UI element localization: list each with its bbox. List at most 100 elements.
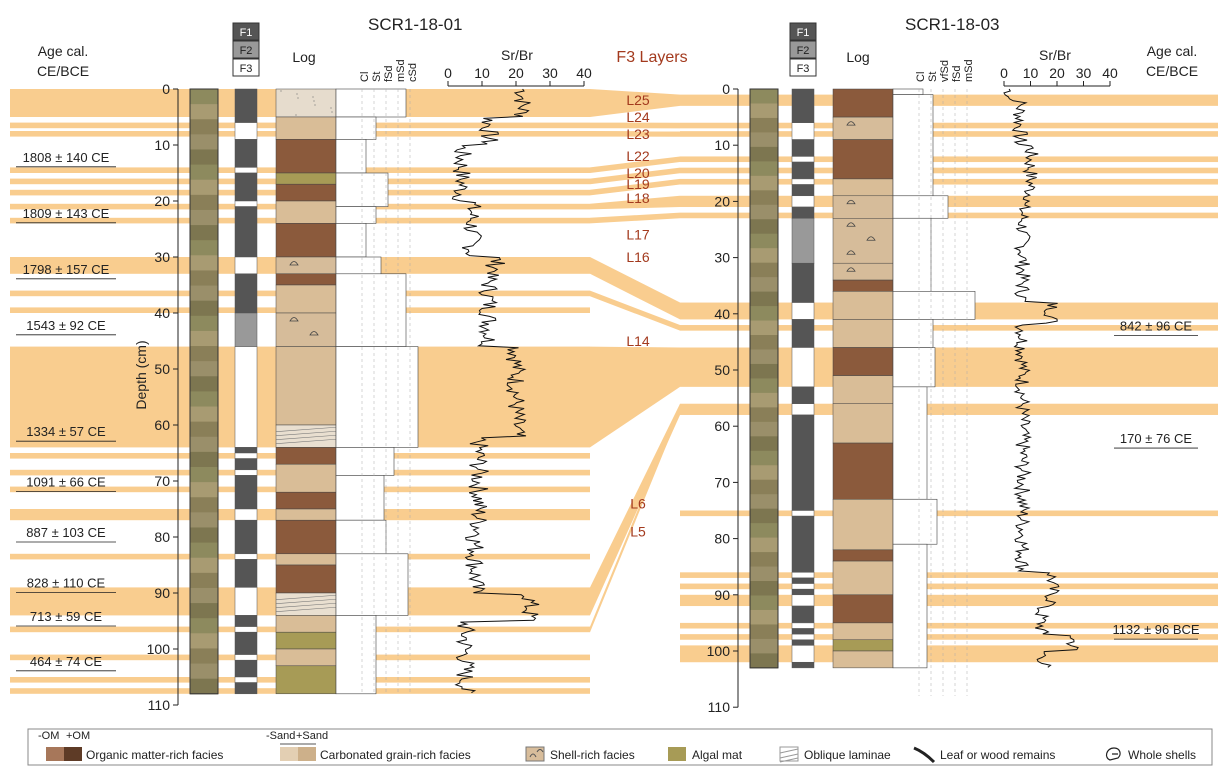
facies-interval [792, 179, 814, 185]
layer-label: L5 [630, 523, 646, 539]
layer-label: L6 [630, 495, 646, 511]
core-photo-slice [190, 134, 218, 150]
core1-depth-label: Depth (cm) [133, 340, 149, 409]
core2-f3-header: F3 [797, 63, 810, 75]
log-interval [276, 285, 336, 313]
facies-interval [235, 123, 257, 140]
layer-label: L25 [626, 92, 650, 108]
core1-age-header-line2: CE/BCE [37, 63, 89, 79]
facies-interval [235, 554, 257, 560]
legend-shell: Shell-rich facies [550, 748, 635, 762]
core1-grain-labels: Cl St fSd mSd cSd [359, 59, 419, 82]
legend-shell-swatch [526, 747, 544, 761]
correlation-connector [590, 213, 680, 224]
core2-srbr-axis: 0 10 20 30 40 [1000, 65, 1118, 86]
core-photo-slice [190, 618, 218, 634]
core2-grain-fsd: fSd [951, 65, 963, 82]
facies-interval [792, 645, 814, 662]
grain-size-step [336, 520, 386, 554]
log-interval [276, 313, 336, 347]
core1-grain-fsd: fSd [383, 65, 395, 82]
facies-interval [792, 123, 814, 140]
depth-tick-label: 90 [154, 585, 170, 601]
sand-dot [330, 107, 331, 108]
age-date-label: 464 ± 74 CE [30, 654, 103, 669]
core-photo-slice [190, 301, 218, 317]
facies-interval [792, 218, 814, 263]
core1-grain-cl: Cl [359, 72, 371, 82]
core-photo-slice [190, 527, 218, 543]
core-photo-slice [750, 509, 778, 524]
srbr-tick-label: 0 [1000, 65, 1008, 81]
core-photo-slice [190, 316, 218, 332]
core-photo-slice [750, 205, 778, 220]
layer-label: L18 [626, 190, 650, 206]
core-photo-slice [750, 147, 778, 162]
legend-leaf: Leaf or wood remains [940, 748, 1055, 762]
facies-interval [235, 655, 257, 661]
depth-tick-label: 80 [154, 529, 170, 545]
age-date-label: 1798 ± 157 CE [23, 262, 110, 277]
facies-interval [792, 662, 814, 668]
srbr-tick-label: 10 [1023, 65, 1039, 81]
layer-label: L14 [626, 333, 650, 349]
facies-interval [792, 156, 814, 162]
core-photo-slice [190, 422, 218, 438]
core-photo-slice [750, 610, 778, 625]
core-photo-slice [190, 89, 218, 105]
grain-size-step [336, 615, 376, 693]
core2-age-header-line2: CE/BCE [1146, 63, 1198, 79]
core-photo-slice [750, 335, 778, 350]
depth-tick-label: 50 [714, 362, 730, 378]
facies-interval [792, 140, 814, 157]
log-interval [276, 565, 336, 593]
log-interval [276, 615, 336, 632]
depth-tick-label: 10 [714, 137, 730, 153]
log-interval [276, 139, 336, 173]
core-photo-slice [750, 176, 778, 191]
facies-interval [235, 470, 257, 476]
core-photo-slice [750, 436, 778, 451]
depth-tick-label: 50 [154, 361, 170, 377]
facies-interval [235, 313, 257, 347]
facies-interval [235, 89, 257, 123]
depth-tick-label: 40 [714, 306, 730, 322]
facies-interval [792, 348, 814, 387]
log-interval [833, 263, 893, 280]
facies-interval [235, 201, 257, 207]
core-photo-slice [190, 407, 218, 423]
core-photo-slice [750, 596, 778, 611]
facies-interval [792, 578, 814, 584]
layer-label: L22 [626, 148, 650, 164]
core2-f1-header: F1 [797, 27, 810, 39]
age-date-label: 1091 ± 66 CE [26, 475, 106, 490]
depth-tick-label: 70 [714, 474, 730, 490]
grain-size-step [336, 274, 406, 347]
age-date-label: 1334 ± 57 CE [26, 424, 106, 439]
depth-tick-label: 30 [154, 249, 170, 265]
core-photo-slice [750, 118, 778, 133]
layer-label: L16 [626, 249, 650, 265]
core-photo-slice [750, 219, 778, 234]
grain-size-step [893, 348, 935, 387]
facies-interval [235, 627, 257, 633]
legend-algal: Algal mat [692, 748, 743, 762]
core-photo-slice [190, 149, 218, 165]
log-interval [833, 623, 893, 640]
layer-label: L24 [626, 109, 650, 125]
grain-size-step [336, 117, 376, 139]
core1-grain-csd: cSd [407, 63, 419, 82]
srbr-tick-label: 20 [508, 65, 524, 81]
core2-photo [750, 89, 778, 668]
log-interval [833, 89, 893, 117]
core-photo-slice [190, 361, 218, 377]
grain-size-step [893, 499, 937, 544]
core1-facies-column [235, 89, 257, 694]
grain-size-step [336, 347, 418, 448]
log-interval [276, 554, 336, 565]
core1-srbr-label: Sr/Br [501, 47, 533, 63]
core-photo-slice [750, 494, 778, 509]
facies-interval [792, 623, 814, 629]
facies-interval [235, 677, 257, 683]
facies-interval [792, 207, 814, 218]
